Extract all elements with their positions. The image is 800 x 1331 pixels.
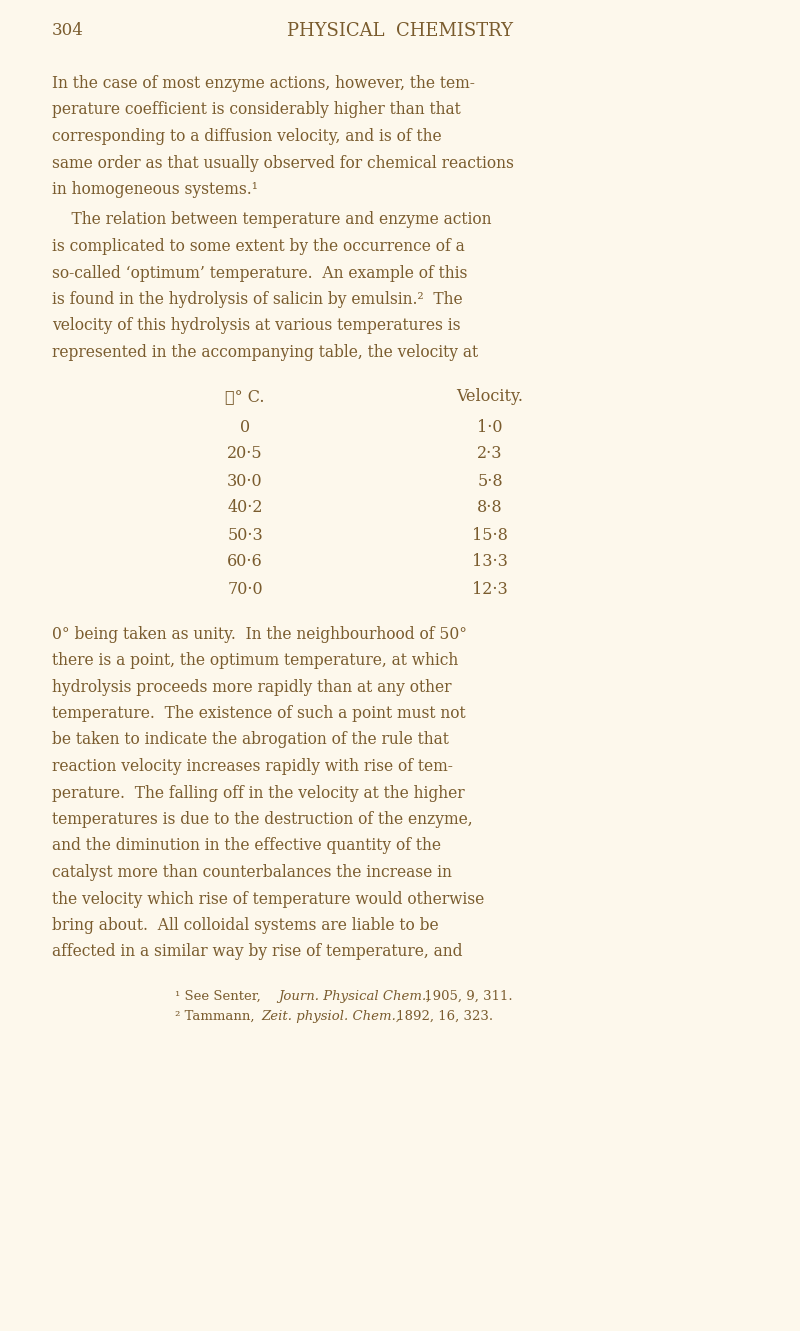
Text: 2·3: 2·3 xyxy=(478,446,502,462)
Text: Zeit. physiol. Chem.,: Zeit. physiol. Chem., xyxy=(261,1010,400,1024)
Text: 8·8: 8·8 xyxy=(477,499,503,516)
Text: velocity of this hydrolysis at various temperatures is: velocity of this hydrolysis at various t… xyxy=(52,318,461,334)
Text: 13·3: 13·3 xyxy=(472,554,508,571)
Text: 20·5: 20·5 xyxy=(227,446,263,462)
Text: affected in a similar way by rise of temperature, and: affected in a similar way by rise of tem… xyxy=(52,944,462,961)
Text: 60·6: 60·6 xyxy=(227,554,263,571)
Text: and the diminution in the effective quantity of the: and the diminution in the effective quan… xyxy=(52,837,441,855)
Text: there is a point, the optimum temperature, at which: there is a point, the optimum temperatur… xyxy=(52,652,458,669)
Text: is found in the hydrolysis of salicin by emulsin.²  The: is found in the hydrolysis of salicin by… xyxy=(52,291,462,307)
Text: Velocity.: Velocity. xyxy=(457,389,523,406)
Text: The relation between temperature and enzyme action: The relation between temperature and enz… xyxy=(52,212,491,229)
Text: represented in the accompanying table, the velocity at: represented in the accompanying table, t… xyxy=(52,343,478,361)
Text: 1·0: 1·0 xyxy=(478,418,502,435)
Text: temperature.  The existence of such a point must not: temperature. The existence of such a poi… xyxy=(52,705,466,721)
Text: 12·3: 12·3 xyxy=(472,580,508,598)
Text: 50·3: 50·3 xyxy=(227,527,263,543)
Text: perature coefficient is considerably higher than that: perature coefficient is considerably hig… xyxy=(52,101,461,118)
Text: ¹ See Senter,: ¹ See Senter, xyxy=(175,990,265,1004)
Text: 40·2: 40·2 xyxy=(227,499,262,516)
Text: 304: 304 xyxy=(52,23,84,39)
Text: temperatures is due to the destruction of the enzyme,: temperatures is due to the destruction o… xyxy=(52,811,473,828)
Text: 0: 0 xyxy=(240,418,250,435)
Text: hydrolysis proceeds more rapidly than at any other: hydrolysis proceeds more rapidly than at… xyxy=(52,679,451,696)
Text: be taken to indicate the abrogation of the rule that: be taken to indicate the abrogation of t… xyxy=(52,732,449,748)
Text: in homogeneous systems.¹: in homogeneous systems.¹ xyxy=(52,181,258,198)
Text: corresponding to a diffusion velocity, and is of the: corresponding to a diffusion velocity, a… xyxy=(52,128,442,145)
Text: the velocity which rise of temperature would otherwise: the velocity which rise of temperature w… xyxy=(52,890,484,908)
Text: reaction velocity increases rapidly with rise of tem-: reaction velocity increases rapidly with… xyxy=(52,757,453,775)
Text: In the case of most enzyme actions, however, the tem-: In the case of most enzyme actions, howe… xyxy=(52,75,475,92)
Text: perature.  The falling off in the velocity at the higher: perature. The falling off in the velocit… xyxy=(52,784,465,801)
Text: catalyst more than counterbalances the increase in: catalyst more than counterbalances the i… xyxy=(52,864,452,881)
Text: is complicated to some extent by the occurrence of a: is complicated to some extent by the occ… xyxy=(52,238,465,256)
Text: ℓ° C.: ℓ° C. xyxy=(226,389,265,406)
Text: so-called ‘optimum’ temperature.  An example of this: so-called ‘optimum’ temperature. An exam… xyxy=(52,265,467,281)
Text: PHYSICAL  CHEMISTRY: PHYSICAL CHEMISTRY xyxy=(287,23,513,40)
Text: same order as that usually observed for chemical reactions: same order as that usually observed for … xyxy=(52,154,514,172)
Text: 0° being taken as unity.  In the neighbourhood of 50°: 0° being taken as unity. In the neighbou… xyxy=(52,626,467,643)
Text: 5·8: 5·8 xyxy=(477,473,503,490)
Text: ² Tammann,: ² Tammann, xyxy=(175,1010,258,1024)
Text: 30·0: 30·0 xyxy=(227,473,263,490)
Text: 70·0: 70·0 xyxy=(227,580,263,598)
Text: Journ. Physical Chem.,: Journ. Physical Chem., xyxy=(278,990,430,1004)
Text: 1905, 9, 311.: 1905, 9, 311. xyxy=(420,990,513,1004)
Text: bring about.  All colloidal systems are liable to be: bring about. All colloidal systems are l… xyxy=(52,917,438,934)
Text: 1892, 16, 323.: 1892, 16, 323. xyxy=(392,1010,493,1024)
Text: 15·8: 15·8 xyxy=(472,527,508,543)
